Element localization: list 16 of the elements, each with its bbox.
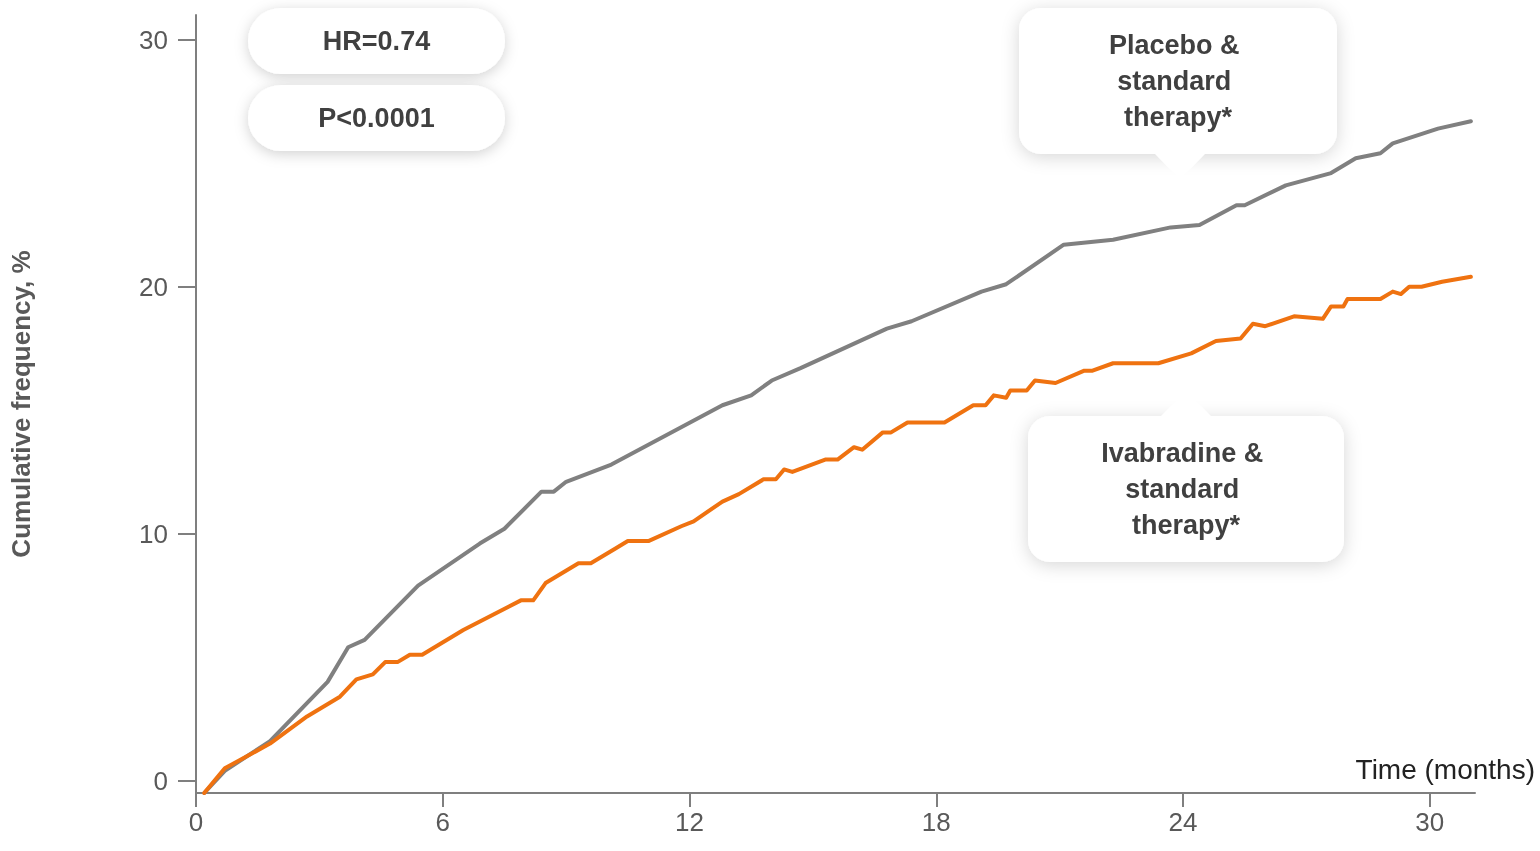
x-tick-label: 6 [435, 807, 450, 837]
y-tick-label: 0 [153, 765, 168, 796]
annotation: HR=0.74 [322, 26, 431, 56]
text: Ivabradine & standard therapy* [1101, 438, 1271, 540]
x-tick-label: 30 [1415, 807, 1445, 837]
text: Placebo & standard therapy* [1108, 30, 1248, 132]
y-tick-label: 20 [139, 271, 168, 302]
y-tick-label: 30 [139, 24, 168, 55]
x-tick-label: 18 [921, 807, 951, 837]
x-tick-label: 0 [188, 807, 204, 837]
x-tick-label: 24 [1168, 807, 1198, 837]
annotation: P<0.0001 [318, 103, 435, 133]
x-tick-label: 12 [675, 807, 704, 837]
y-tick-label: 10 [139, 518, 168, 549]
x-axis-title: Time (months) [1355, 753, 1535, 785]
y-axis-title: Cumulative frequency, % [6, 250, 36, 558]
